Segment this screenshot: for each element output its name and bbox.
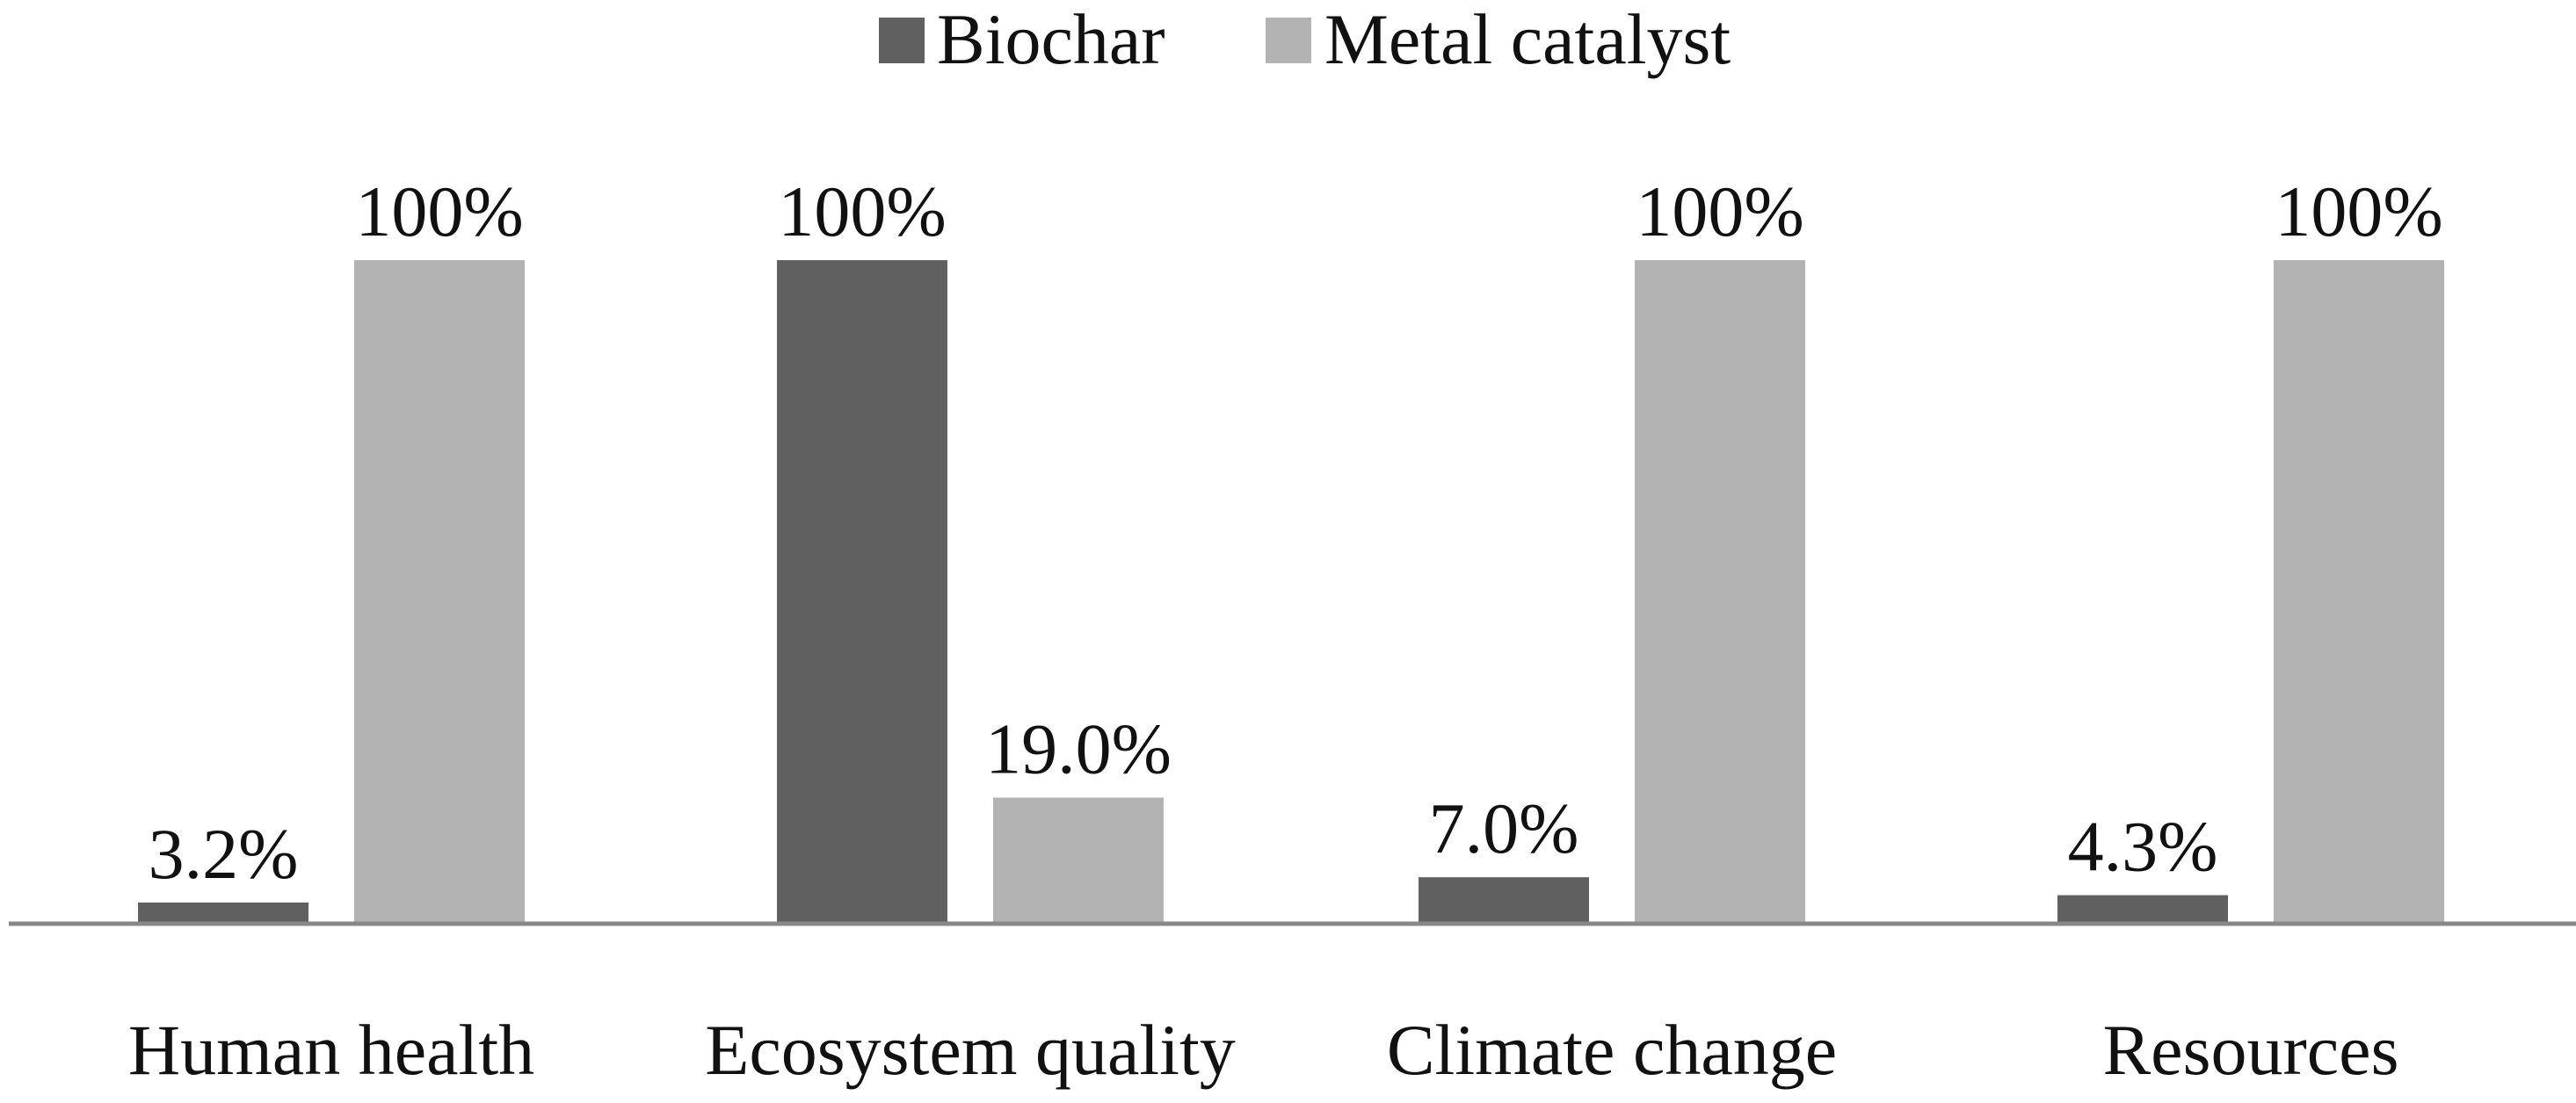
bar-biochar-ecosystem-quality	[777, 260, 947, 924]
data-label-biochar-ecosystem-quality: 100%	[778, 171, 946, 251]
bar-metal-catalyst-resources	[2274, 260, 2444, 924]
bar-biochar-human-health	[138, 902, 308, 924]
legend-swatch-biochar	[879, 18, 925, 63]
data-label-biochar-resources: 4.3%	[2068, 807, 2218, 887]
category-label-ecosystem-quality: Ecosystem quality	[705, 1010, 1236, 1090]
bar-metal-catalyst-human-health	[354, 260, 525, 924]
bar-metal-catalyst-ecosystem-quality	[993, 797, 1164, 924]
bar-biochar-resources	[2057, 895, 2228, 924]
category-labels: Human health Ecosystem quality Climate cha…	[128, 1010, 2399, 1090]
category-label-climate-change: Climate change	[1387, 1010, 1837, 1090]
category-label-human-health: Human health	[128, 1010, 534, 1090]
data-label-metal-catalyst-ecosystem-quality: 19.0%	[985, 709, 1172, 789]
data-label-biochar-climate-change: 7.0%	[1429, 788, 1579, 868]
category-label-resources: Resources	[2102, 1010, 2398, 1090]
bar-biochar-climate-change	[1419, 877, 1589, 924]
data-label-metal-catalyst-climate-change: 100%	[1636, 171, 1803, 251]
data-label-metal-catalyst-human-health: 100%	[355, 171, 523, 251]
data-label-biochar-human-health: 3.2%	[149, 814, 299, 894]
data-labels: 3.2% 100% 100% 19.0% 7.0% 100% 4.3% 100%	[149, 171, 2443, 894]
bar-metal-catalyst-climate-change	[1635, 260, 1805, 924]
bars	[138, 260, 2444, 924]
legend-label-biochar: Biochar	[937, 0, 1165, 79]
legend-swatch-metal-catalyst	[1266, 18, 1311, 63]
legend: Biochar Metal catalyst	[879, 0, 1731, 79]
legend-label-metal-catalyst: Metal catalyst	[1324, 0, 1731, 79]
data-label-metal-catalyst-resources: 100%	[2275, 171, 2442, 251]
